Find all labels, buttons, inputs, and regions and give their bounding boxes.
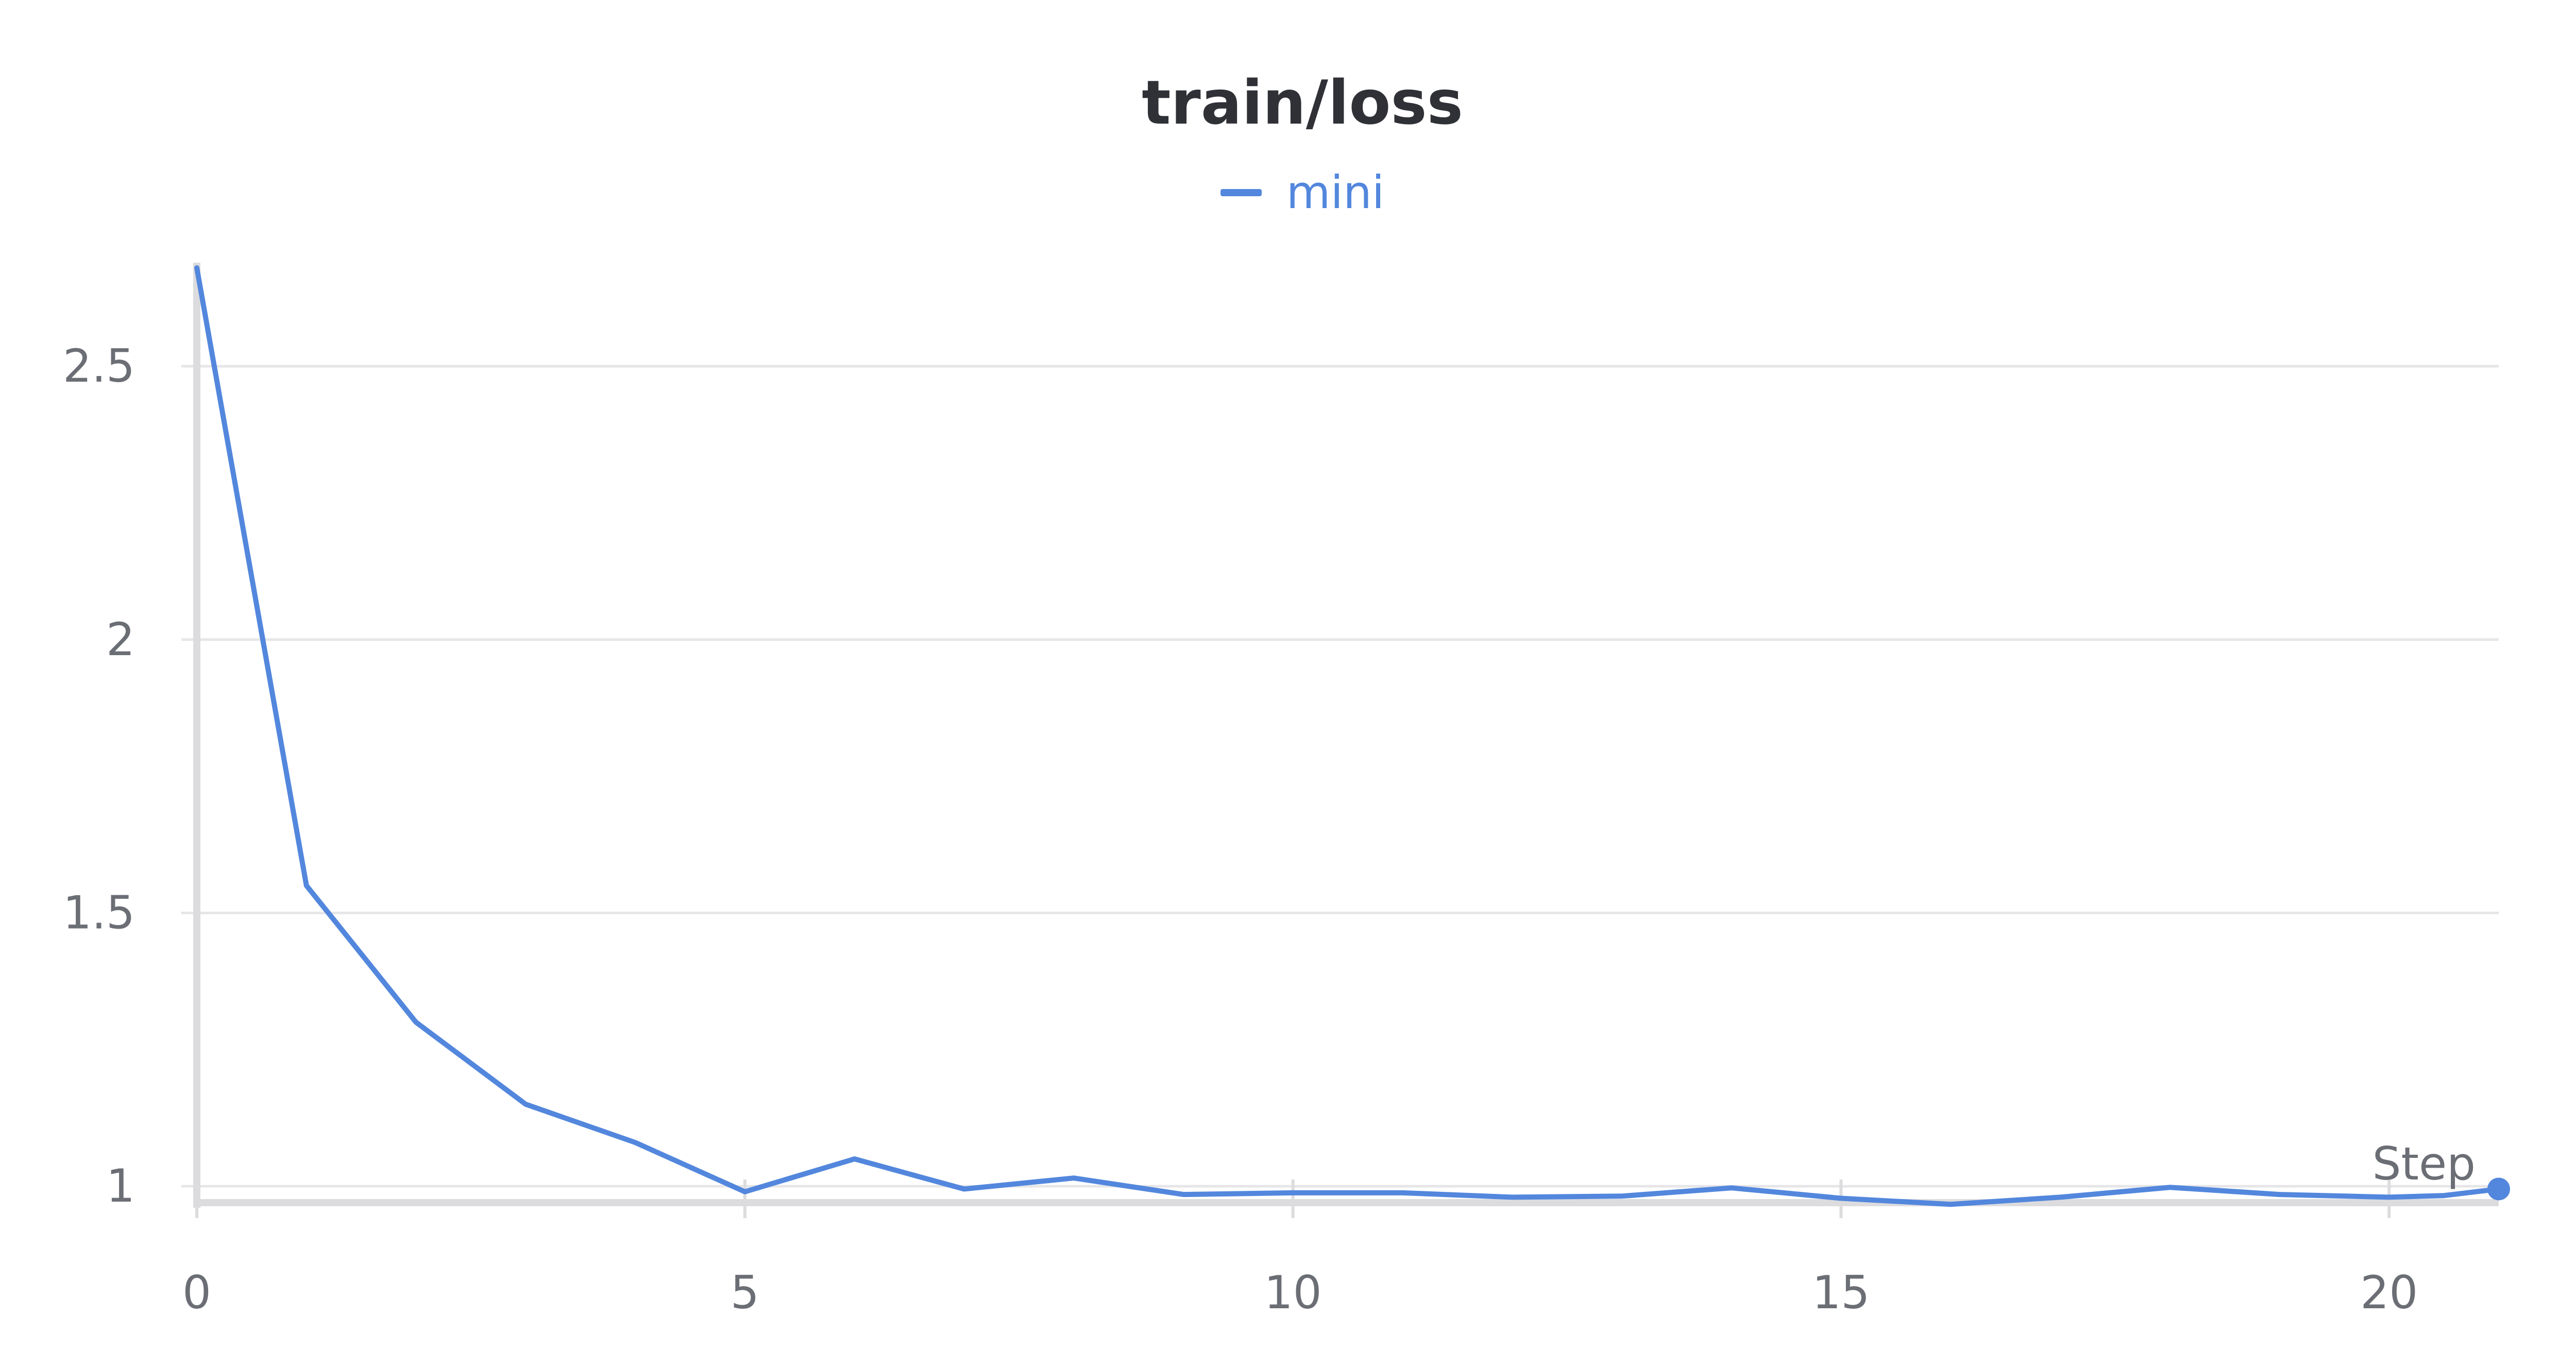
axes [193,263,2499,1218]
x-axis-title: Step [2372,1137,2476,1190]
x-tick-label: 5 [731,1266,759,1319]
series-end-point [2487,1177,2510,1201]
grid-lines [181,365,2499,1188]
legend-label-mini: mini [1286,166,1385,219]
y-tick-label: 1.5 [63,886,135,939]
legend-swatch-mini [1220,189,1262,196]
x-tick-label: 0 [182,1266,211,1319]
tick-labels: 1 1.5 2 2.5 0 5 10 15 20 Step [63,339,2476,1319]
legend[interactable]: mini [0,170,2576,215]
y-tick-label: 2 [106,613,135,666]
x-tick-label: 20 [2360,1266,2418,1319]
x-tick-label: 10 [1264,1266,1322,1319]
x-tick-label: 15 [1812,1266,1870,1319]
y-tick-label: 1 [106,1159,135,1212]
series-line-mini [194,265,2501,1207]
series-lines [194,265,2510,1207]
y-tick-label: 2.5 [63,339,135,392]
chart-title: train/loss [1142,67,1463,138]
